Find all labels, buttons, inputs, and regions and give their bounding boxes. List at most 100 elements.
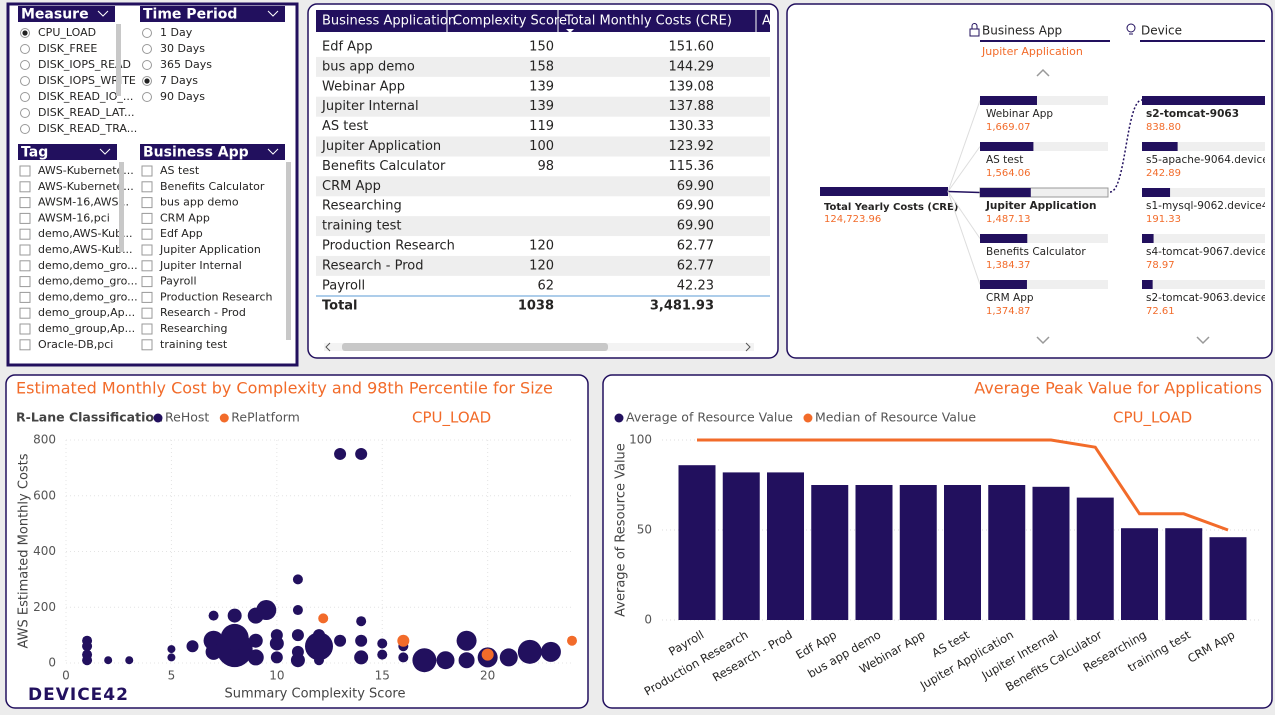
bubble[interactable] [225,648,244,667]
slicer-item[interactable]: DISK_READ_TRA... [38,122,137,135]
bubble[interactable] [397,634,410,647]
checkbox[interactable] [19,165,31,177]
bubble[interactable] [456,630,477,651]
checkbox[interactable] [141,228,153,240]
radio-button[interactable] [20,124,30,134]
slicer-item[interactable]: AWSM-16,AWS... [38,196,129,209]
checkbox[interactable] [141,307,153,319]
node-bar[interactable] [1142,234,1154,243]
bubble[interactable] [567,635,577,646]
checkbox[interactable] [19,212,31,224]
bubble[interactable] [436,651,455,670]
dropdown-chevron[interactable] [97,10,109,17]
node-bar[interactable] [980,280,1027,289]
slicer-item[interactable]: DISK_READ_IO_... [38,90,133,103]
slicer-item[interactable]: AWSM-16,pci [38,211,110,224]
bar[interactable] [1032,486,1070,620]
node-label[interactable]: Webinar App [986,108,1053,120]
slicer-item[interactable]: demo,AWS-Kub... [38,243,133,256]
checkbox[interactable] [19,291,31,303]
node-label[interactable]: Benefits Calculator [986,246,1086,258]
checkbox[interactable] [19,276,31,288]
scroll-right[interactable] [745,342,751,352]
checkbox[interactable] [19,260,31,272]
slicer-item[interactable]: demo_group,Ap... [38,306,135,319]
bar[interactable] [1165,528,1203,620]
bubble[interactable] [269,636,284,651]
node-bar[interactable] [1142,188,1171,197]
radio-button[interactable] [20,92,30,102]
expand-down[interactable] [1196,336,1210,345]
bubble[interactable] [334,634,347,647]
checkbox[interactable] [141,212,153,224]
bubble[interactable] [354,650,369,665]
column-header[interactable]: Complexity Score [453,14,567,29]
checkbox[interactable] [19,323,31,335]
slicer-item[interactable]: Benefits Calculator [160,180,265,193]
slicer-item[interactable]: Jupiter Internal [159,259,242,272]
scrollbar[interactable] [119,162,124,252]
bubble[interactable] [270,651,283,664]
node-label[interactable]: s5-apache-9064.device42 [1146,154,1275,166]
slicer-item[interactable]: 1 Day [160,26,193,39]
node-label[interactable]: s1-mysql-9062.device42.p [1146,200,1275,212]
checkbox[interactable] [141,339,153,351]
node-track[interactable] [980,234,1108,243]
radio-button[interactable] [20,108,30,118]
bar[interactable] [899,485,937,620]
bar[interactable] [855,485,893,620]
slicer-item[interactable]: 30 Days [160,42,205,55]
node-bar[interactable] [1142,96,1265,105]
bar[interactable] [1209,537,1247,620]
slicer-item[interactable]: bus app demo [160,196,239,209]
bubble[interactable] [125,656,134,665]
slicer-item[interactable]: CRM App [160,211,210,224]
legend-swatch[interactable] [153,413,163,423]
bubble[interactable] [481,648,494,661]
node-track[interactable] [1142,142,1265,151]
node-bar[interactable] [980,142,1034,151]
checkbox[interactable] [19,197,31,209]
bubble[interactable] [82,641,93,652]
checkbox[interactable] [141,197,153,209]
checkbox[interactable] [19,307,31,319]
radio-button[interactable] [142,44,152,54]
radio-button[interactable] [20,60,30,70]
bubble[interactable] [248,633,263,648]
legend-label[interactable]: Average of Resource Value [626,410,793,425]
slicer-item[interactable]: DISK_IOPS_READ [38,58,131,71]
bubble[interactable] [104,656,113,665]
checkbox[interactable] [19,244,31,256]
slicer-item[interactable]: AS test [160,164,200,177]
slicer-item[interactable]: training test [160,338,228,351]
bubble[interactable] [227,608,242,623]
slicer-item[interactable]: Edf App [160,227,203,240]
slicer-item[interactable]: demo,demo_gro... [38,259,138,272]
radio-button[interactable] [142,92,152,102]
slicer-item[interactable]: DISK_IOPS_WRITE [38,74,136,87]
dropdown-chevron[interactable] [99,148,111,155]
column-header[interactable]: Business Application [322,14,456,29]
slicer-item[interactable]: 7 Days [160,74,198,87]
bubble[interactable] [499,648,518,667]
radio-button[interactable] [142,60,152,70]
node-track[interactable] [980,142,1108,151]
bar[interactable] [678,465,716,620]
node-label[interactable]: AS test [986,154,1023,166]
checkbox[interactable] [141,260,153,272]
bar[interactable] [988,485,1026,620]
node-track[interactable] [1142,234,1265,243]
slicer-item[interactable]: Production Research [160,290,273,303]
node-track[interactable] [1142,280,1265,289]
bubble[interactable] [167,645,176,654]
expand-up[interactable] [1036,68,1050,77]
bubble[interactable] [355,634,368,647]
bubble[interactable] [167,653,176,662]
scrollbar[interactable] [286,162,291,340]
checkbox[interactable] [141,244,153,256]
node-bar[interactable] [980,96,1037,105]
slicer-item[interactable]: AWS-Kubernete... [38,180,134,193]
radio-button[interactable] [142,28,152,38]
bar[interactable] [811,485,849,620]
bubble[interactable] [292,605,303,616]
